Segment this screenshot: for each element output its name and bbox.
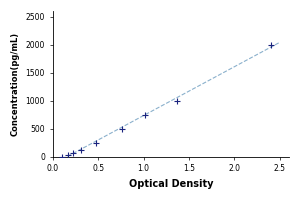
Point (66, 153, 70, 157)
Point (78, 148, 83, 151)
Point (143, 113, 148, 116)
Point (59, 155, 64, 158)
Point (175, 99, 179, 102)
Point (268, 43, 273, 46)
X-axis label: Optical Density: Optical Density (128, 179, 213, 189)
Point (119, 127, 124, 130)
Point (94, 141, 99, 144)
Point (70, 152, 75, 155)
Y-axis label: Concentration(pg/mL): Concentration(pg/mL) (11, 32, 20, 136)
